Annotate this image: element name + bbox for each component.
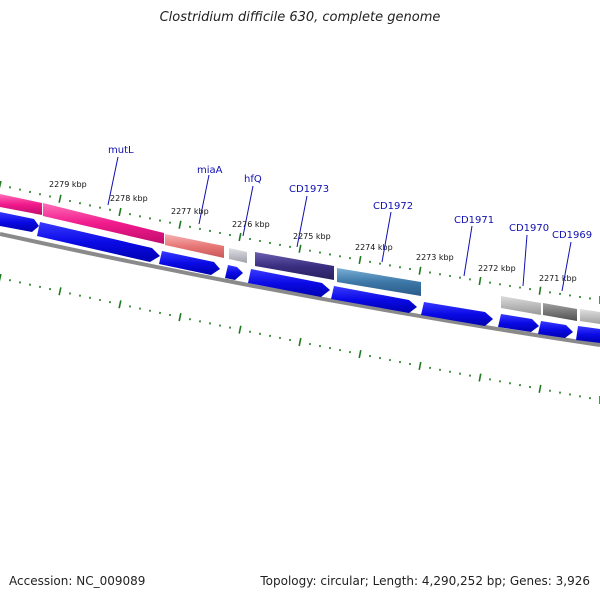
major-tick bbox=[358, 255, 362, 265]
major-tick bbox=[418, 361, 422, 370]
major-tick bbox=[58, 287, 62, 296]
gene-feature-CD1969[interactable] bbox=[543, 303, 577, 321]
gene-feature-mutL-left[interactable] bbox=[0, 194, 42, 215]
gene-feature-mutL[interactable] bbox=[43, 203, 164, 244]
major-tick bbox=[0, 273, 2, 282]
feature-band bbox=[0, 194, 600, 324]
callout-line bbox=[198, 174, 210, 225]
gene-feature-CD1970[interactable] bbox=[501, 296, 541, 315]
kbp-label: 2273 kbp bbox=[416, 253, 454, 262]
callout-line bbox=[242, 185, 254, 237]
cds-arrow[interactable] bbox=[225, 265, 243, 280]
callout-line bbox=[381, 211, 392, 263]
gene-feature-CD1973[interactable] bbox=[255, 252, 334, 280]
callout-line bbox=[561, 241, 572, 292]
major-tick bbox=[178, 313, 182, 322]
cds-arrow[interactable] bbox=[0, 212, 39, 232]
genome-summary: Topology: circular; Length: 4,290,252 bp… bbox=[260, 574, 590, 588]
kbp-label: 2279 kbp bbox=[49, 180, 87, 189]
gene-label-CD1970[interactable]: CD1970 bbox=[509, 223, 549, 234]
outer-tick-ring bbox=[0, 180, 600, 304]
major-tick bbox=[418, 266, 422, 275]
kbp-label: 2276 kbp bbox=[232, 220, 270, 229]
cds-arrow-track bbox=[0, 212, 600, 343]
major-tick bbox=[298, 337, 302, 347]
gene-label-CD1973[interactable]: CD1973 bbox=[289, 184, 329, 195]
inner-tick-ring bbox=[0, 273, 600, 404]
major-tick bbox=[118, 300, 122, 309]
cds-arrow[interactable] bbox=[159, 251, 220, 275]
cds-arrow[interactable] bbox=[37, 222, 160, 262]
major-tick bbox=[238, 325, 242, 334]
major-tick bbox=[358, 350, 362, 359]
callout-line bbox=[522, 234, 528, 287]
cds-arrow[interactable] bbox=[498, 314, 539, 332]
gene-label-CD1972[interactable]: CD1972 bbox=[373, 201, 413, 212]
kbp-label: 2275 kbp bbox=[293, 232, 331, 241]
gene-label-CD1969[interactable]: CD1969 bbox=[552, 230, 592, 241]
major-tick bbox=[238, 232, 242, 242]
gene-feature-hfQ[interactable] bbox=[229, 248, 247, 263]
gene-label-CD1971[interactable]: CD1971 bbox=[454, 215, 494, 226]
gene-label-mutL[interactable]: mutL bbox=[108, 145, 134, 156]
major-tick bbox=[58, 194, 62, 203]
callout-line bbox=[296, 195, 308, 248]
gene-feature-CD1972[interactable] bbox=[337, 268, 421, 296]
major-tick bbox=[478, 373, 482, 382]
major-tick bbox=[178, 220, 182, 229]
major-tick bbox=[538, 384, 542, 393]
kbp-label: 2271 kbp bbox=[539, 274, 577, 283]
callout-line bbox=[107, 156, 119, 206]
major-tick bbox=[478, 276, 482, 286]
kbp-label: 2274 kbp bbox=[355, 243, 393, 252]
cds-arrow[interactable] bbox=[331, 286, 417, 313]
gene-feature-miaA[interactable] bbox=[165, 234, 224, 258]
cds-arrow[interactable] bbox=[248, 269, 330, 297]
kbp-label: 2272 kbp bbox=[478, 264, 516, 273]
major-tick bbox=[0, 180, 2, 189]
gene-label-miaA[interactable]: miaA bbox=[197, 165, 223, 176]
cds-arrow[interactable] bbox=[538, 321, 573, 338]
major-tick bbox=[298, 244, 302, 253]
major-tick bbox=[118, 207, 122, 217]
kbp-scale: 2279 kbp 2278 kbp 2277 kbp 2276 kbp 2275… bbox=[49, 180, 577, 283]
major-tick bbox=[538, 286, 542, 295]
cds-arrow[interactable] bbox=[421, 302, 493, 326]
gene-feature-edge[interactable] bbox=[580, 309, 600, 324]
callout-line bbox=[463, 225, 473, 277]
map-title: Clostridium difficile 630, complete geno… bbox=[159, 10, 441, 25]
kbp-label: 2278 kbp bbox=[110, 194, 148, 203]
genome-backbone bbox=[0, 232, 600, 347]
cds-arrow[interactable] bbox=[576, 326, 600, 343]
gene-labels: mutL miaA hfQ CD1973 CD1972 CD1971 CD197… bbox=[107, 145, 592, 292]
gene-label-hfQ[interactable]: hfQ bbox=[244, 174, 262, 185]
kbp-label: 2277 kbp bbox=[171, 207, 209, 216]
accession-label: Accession: NC_009089 bbox=[9, 574, 146, 588]
